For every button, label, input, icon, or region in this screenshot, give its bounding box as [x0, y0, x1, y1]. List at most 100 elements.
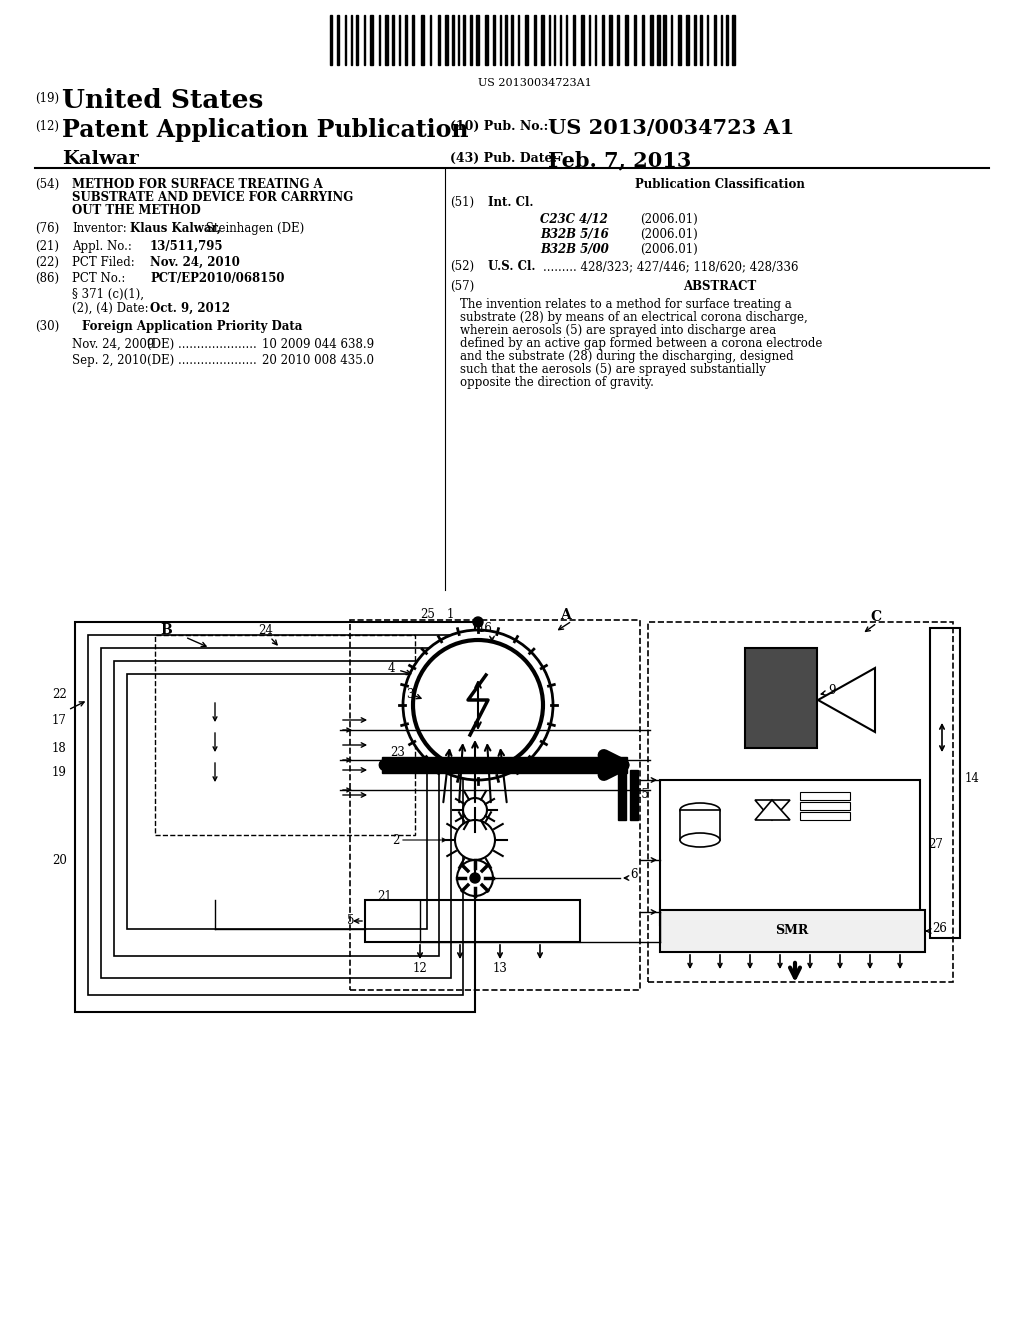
Bar [382, 756, 627, 774]
Text: (30): (30) [35, 319, 59, 333]
Bar [671, 15, 672, 65]
Text: 27: 27 [928, 838, 943, 851]
Bar [660, 909, 925, 952]
Bar [534, 15, 536, 65]
Text: (54): (54) [35, 178, 59, 191]
Bar [800, 812, 850, 820]
Bar [370, 15, 373, 65]
Bar [493, 15, 495, 65]
Circle shape [403, 630, 553, 780]
Text: C23C 4/12: C23C 4/12 [540, 213, 608, 226]
Text: 1: 1 [447, 609, 455, 622]
Bar [616, 15, 618, 65]
Bar [438, 15, 439, 65]
Text: 4: 4 [388, 661, 395, 675]
Text: Nov. 24, 2009: Nov. 24, 2009 [72, 338, 155, 351]
Text: (21): (21) [35, 240, 59, 253]
Text: (19): (19) [35, 92, 59, 106]
Text: ABSTRACT: ABSTRACT [683, 280, 757, 293]
Text: (76): (76) [35, 222, 59, 235]
Bar [114, 661, 439, 956]
Bar [350, 620, 640, 990]
Text: OUT THE METHOD: OUT THE METHOD [72, 205, 201, 216]
Polygon shape [755, 800, 790, 820]
Bar [421, 15, 424, 65]
Text: (DE) .....................: (DE) ..................... [147, 338, 257, 351]
Text: Kalwar: Kalwar [62, 150, 139, 168]
Text: SMR: SMR [775, 924, 809, 937]
Bar [391, 15, 394, 65]
Text: (2), (4) Date:: (2), (4) Date: [72, 302, 148, 315]
Text: 13: 13 [493, 961, 508, 974]
Text: 21: 21 [377, 891, 392, 903]
Bar [650, 15, 652, 65]
Text: 2: 2 [392, 833, 399, 846]
Text: ......... 428/323; 427/446; 118/620; 428/336: ......... 428/323; 427/446; 118/620; 428… [543, 260, 799, 273]
Text: 6: 6 [630, 869, 638, 882]
Bar [618, 770, 626, 820]
Text: SUBSTRATE AND DEVICE FOR CARRYING: SUBSTRATE AND DEVICE FOR CARRYING [72, 191, 353, 205]
Bar [88, 635, 463, 995]
Text: Steinhagen (DE): Steinhagen (DE) [202, 222, 304, 235]
Bar [700, 15, 702, 65]
Bar [365, 900, 580, 942]
Text: 18: 18 [52, 742, 67, 755]
Text: (10) Pub. No.:: (10) Pub. No.: [450, 120, 548, 133]
Text: 15: 15 [635, 788, 650, 801]
Polygon shape [818, 668, 874, 733]
Bar [609, 15, 611, 65]
Bar [685, 15, 688, 65]
Text: (DE) .....................: (DE) ..................... [147, 354, 257, 367]
Text: The invention relates to a method for surface treating a: The invention relates to a method for su… [460, 298, 792, 312]
Circle shape [457, 861, 493, 896]
Text: 20: 20 [52, 854, 67, 866]
Text: (51): (51) [450, 195, 474, 209]
Text: 13/511,795: 13/511,795 [150, 240, 223, 253]
Text: PCT/EP2010/068150: PCT/EP2010/068150 [150, 272, 285, 285]
Bar [75, 622, 475, 1012]
Text: Foreign Application Priority Data: Foreign Application Priority Data [82, 319, 302, 333]
Bar [725, 15, 727, 65]
Bar [412, 15, 414, 65]
Ellipse shape [680, 833, 720, 847]
Text: 10 2009 044 638.9: 10 2009 044 638.9 [262, 338, 374, 351]
Bar [404, 15, 407, 65]
Bar [663, 15, 666, 65]
Bar [452, 15, 454, 65]
Bar [355, 15, 358, 65]
Bar [714, 15, 716, 65]
Text: 16: 16 [478, 622, 493, 635]
Bar [469, 15, 471, 65]
Text: 22: 22 [52, 689, 67, 701]
Bar [660, 780, 920, 925]
Text: § 371 (c)(1),: § 371 (c)(1), [72, 288, 144, 301]
Bar [485, 15, 487, 65]
Bar [648, 622, 953, 982]
Bar [541, 15, 544, 65]
Text: PCT Filed:: PCT Filed: [72, 256, 135, 269]
Bar [625, 15, 628, 65]
Bar [800, 792, 850, 800]
Bar [458, 15, 459, 65]
Circle shape [463, 799, 487, 822]
Bar [127, 675, 427, 929]
Bar [656, 15, 659, 65]
Bar [155, 635, 415, 836]
Circle shape [413, 640, 543, 770]
Circle shape [455, 820, 495, 861]
Bar [337, 15, 339, 65]
Bar [680, 810, 720, 840]
Text: 14: 14 [965, 771, 980, 784]
Text: 26: 26 [932, 921, 947, 935]
Text: C: C [870, 610, 881, 624]
Text: A: A [560, 609, 570, 622]
Text: PCT No.:: PCT No.: [72, 272, 125, 285]
Text: Patent Application Publication: Patent Application Publication [62, 117, 469, 143]
Circle shape [470, 873, 480, 883]
Text: (12): (12) [35, 120, 59, 133]
Text: 20 2010 008 435.0: 20 2010 008 435.0 [262, 354, 374, 367]
Bar [344, 15, 346, 65]
Text: US 20130034723A1: US 20130034723A1 [478, 78, 592, 88]
Text: Inventor:: Inventor: [72, 222, 127, 235]
Text: (52): (52) [450, 260, 474, 273]
